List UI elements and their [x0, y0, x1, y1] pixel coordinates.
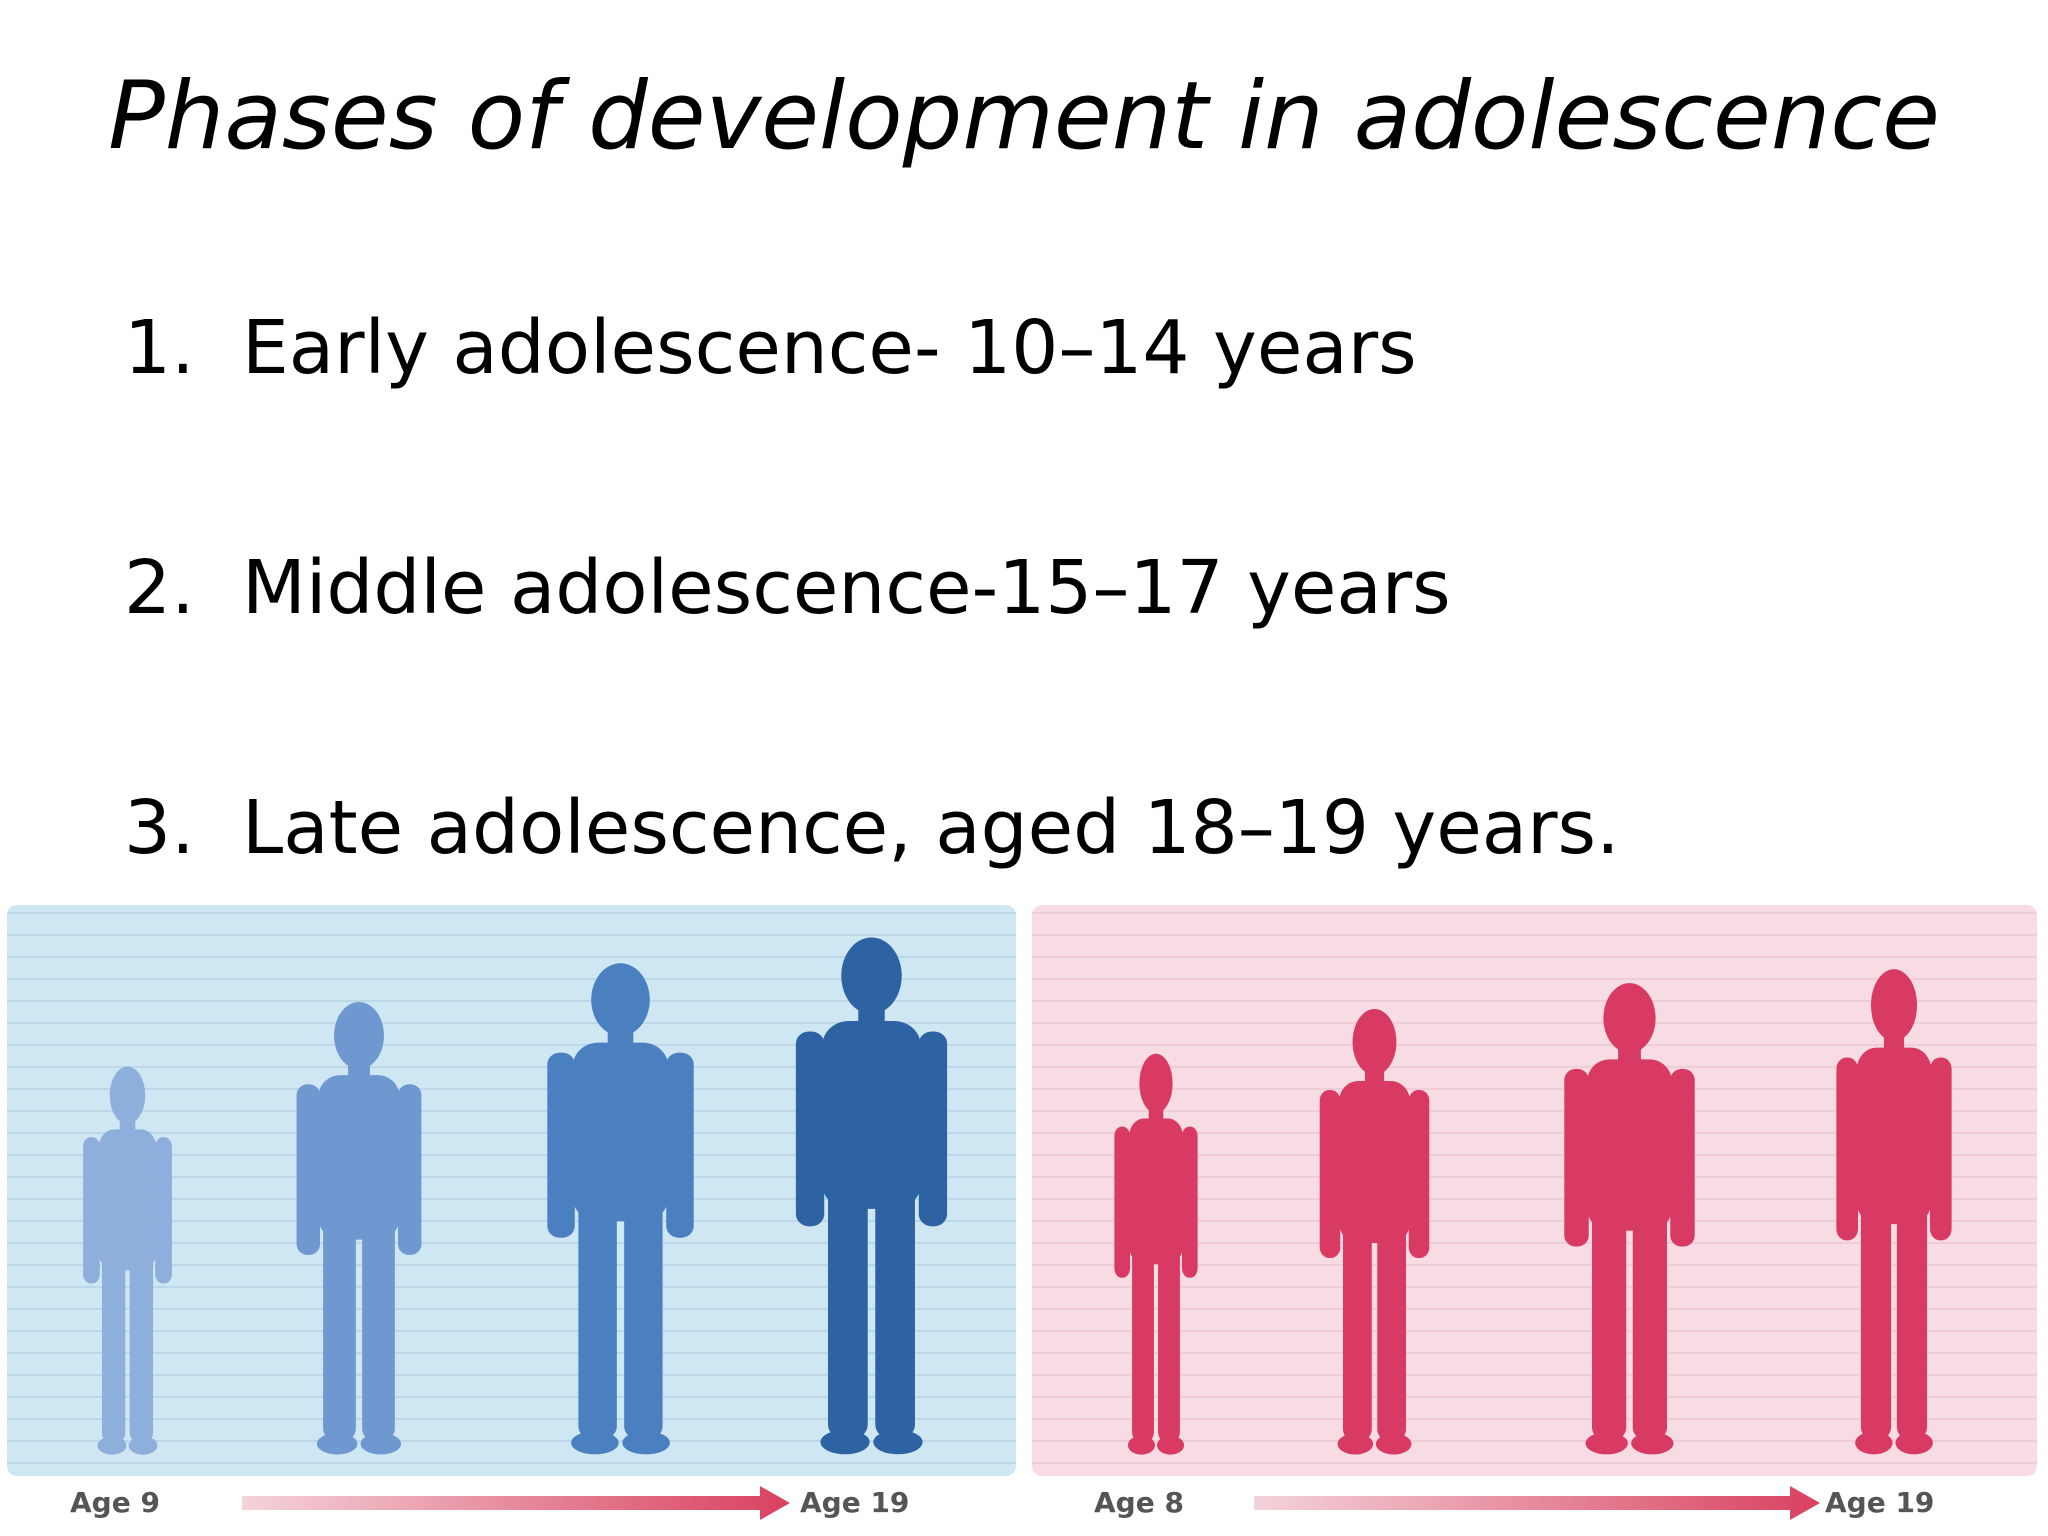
list-item: 2. Middle adolescence-15–17 years	[124, 545, 1451, 631]
list-item: 3. Late adolescence, aged 18–19 years.	[124, 785, 1620, 871]
item-number: 3.	[124, 785, 195, 871]
age-label: Age 8	[1094, 1486, 1184, 1519]
age-label: Age 19	[800, 1486, 909, 1519]
arrow	[1254, 1486, 1820, 1520]
item-text: Late adolescence, aged 18–19 years.	[242, 785, 1620, 871]
girls-panel	[1032, 905, 2037, 1476]
age-label: Age 9	[70, 1486, 160, 1519]
item-number: 2.	[124, 545, 195, 631]
item-text: Early adolescence- 10–14 years	[242, 305, 1417, 391]
item-number: 1.	[124, 305, 195, 391]
item-text: Middle adolescence-15–17 years	[242, 545, 1451, 631]
list-item: 1. Early adolescence- 10–14 years	[124, 305, 1417, 391]
boys-panel	[7, 905, 1016, 1476]
age-label: Age 19	[1825, 1486, 1934, 1519]
slide-title: Phases of development in adolescence	[108, 62, 1940, 171]
arrow	[242, 1486, 790, 1520]
